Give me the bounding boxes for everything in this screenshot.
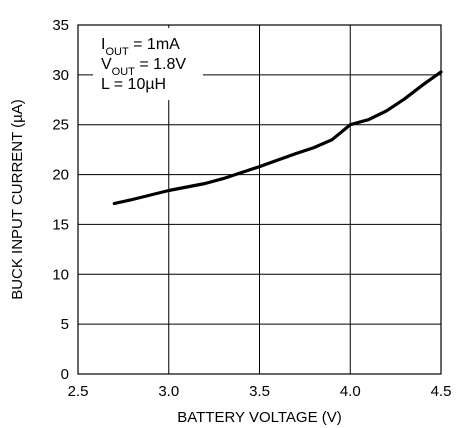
y-tick-label: 20 xyxy=(52,167,69,184)
x-axis-label: BATTERY VOLTAGE (V) xyxy=(177,409,341,426)
y-tick-label: 25 xyxy=(52,117,69,134)
y-tick-label: 0 xyxy=(61,366,69,383)
plot-frame xyxy=(77,24,442,375)
annotation-line-2: L = 10µH xyxy=(101,76,166,93)
x-tick-label: 4.5 xyxy=(431,383,452,400)
y-tick-label: 5 xyxy=(61,316,69,333)
annotation-line-1: VOUT = 1.8V xyxy=(101,56,186,78)
annotation-background xyxy=(93,28,203,100)
x-tick-label: 4.0 xyxy=(340,383,361,400)
x-tick-label: 2.5 xyxy=(68,383,89,400)
y-tick-label: 35 xyxy=(52,17,69,34)
series-layer xyxy=(112,70,443,206)
x-tick-label: 3.0 xyxy=(158,383,179,400)
y-axis-label: BUCK INPUT CURRENT (µA) xyxy=(9,99,26,300)
y-tick-label: 15 xyxy=(52,216,69,233)
x-tick-label: 3.5 xyxy=(249,383,270,400)
series-line-0 xyxy=(112,70,443,206)
y-tick-label: 30 xyxy=(52,67,69,84)
y-tick-label: 10 xyxy=(52,266,69,283)
x-tick-labels: 2.5 3.0 3.5 4.0 4.5 xyxy=(68,383,452,400)
annotation-line-0: IOUT = 1mA xyxy=(101,36,180,58)
y-tick-labels: 0 5 10 15 20 25 30 35 xyxy=(52,17,69,383)
